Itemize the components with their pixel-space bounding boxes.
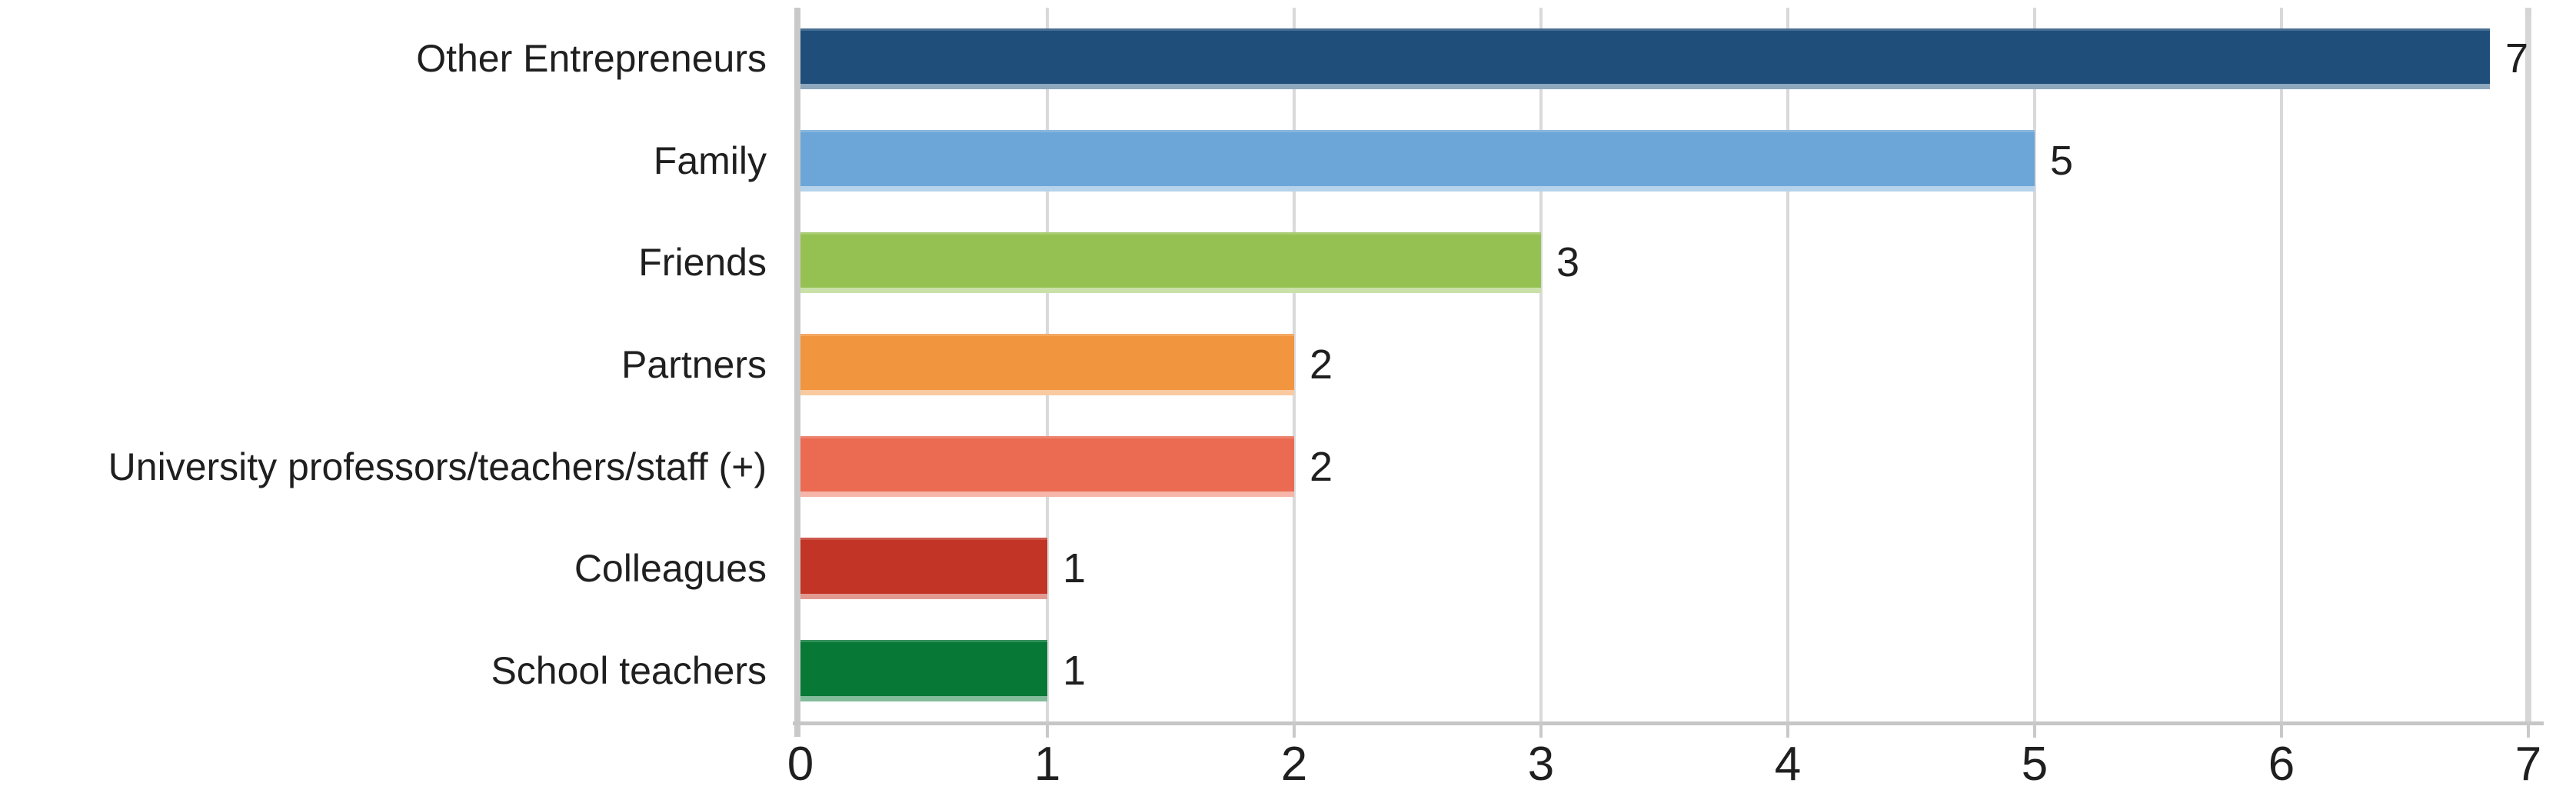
gridline [1786, 8, 1789, 721]
bar-other-entrepreneurs [800, 28, 2490, 90]
y-axis-line [794, 8, 800, 737]
x-axis-tick-label: 0 [787, 738, 814, 791]
bar-family [800, 130, 2035, 192]
bar-rows: 7 5 3 2 2 1 1 [800, 8, 2528, 721]
gridline [2033, 8, 2036, 721]
x-axis-tickmark [1046, 721, 1049, 738]
plot-area: 7 5 3 2 2 1 1 [800, 8, 2531, 721]
bar-row: 1 [800, 518, 2528, 620]
category-label: Family [653, 138, 767, 182]
category-label: University professors/teachers/staff (+) [108, 445, 767, 488]
gridline [2525, 8, 2531, 721]
bar-university-professors-teachers-staff [800, 435, 1294, 498]
category-label: Other Entrepreneurs [416, 37, 767, 81]
x-axis-tickmark [1539, 721, 1543, 738]
value-label: 2 [1310, 443, 1333, 490]
category-axis: Other Entrepreneurs Family Friends Partners… [0, 8, 800, 721]
bar-row: 3 [800, 212, 2528, 314]
x-axis-tick-label: 4 [1774, 738, 1802, 791]
category-label: School teachers [491, 648, 767, 692]
value-label: 7 [2504, 35, 2528, 82]
value-label: 1 [1063, 545, 1087, 592]
x-axis-tickmark [1786, 721, 1789, 738]
x-axis-tick-label: 7 [2514, 738, 2542, 791]
value-label: 3 [1556, 239, 1580, 286]
category-label: Friends [638, 241, 767, 285]
x-axis-tickmark [1293, 721, 1296, 738]
bar-school-teachers [800, 639, 1047, 701]
bar-row: 2 [800, 415, 2528, 518]
bar-row: 7 [800, 8, 2528, 110]
x-axis-tickmark [2280, 721, 2283, 738]
x-axis-tick-label: 3 [1527, 738, 1555, 791]
gridline [2280, 8, 2283, 721]
bar-row: 2 [800, 314, 2528, 416]
value-label: 1 [1063, 647, 1087, 694]
category-label: Partners [621, 343, 767, 387]
x-axis-tick-label: 1 [1033, 738, 1061, 791]
category-label: Colleagues [574, 547, 767, 591]
bar-row: 1 [800, 619, 2528, 721]
value-label: 2 [1310, 342, 1333, 388]
bar-friends [800, 232, 1541, 294]
x-axis-tick-label: 5 [2021, 738, 2048, 791]
x-axis-tickmark [2527, 721, 2530, 738]
gridline [1539, 8, 1543, 721]
bar-partners [800, 334, 1294, 395]
x-axis-tick-label: 6 [2268, 738, 2295, 791]
bar-colleagues [800, 538, 1047, 599]
bar-row: 5 [800, 110, 2528, 212]
x-axis-line [793, 721, 2544, 725]
value-label: 5 [2050, 137, 2074, 184]
x-axis-tickmark [2033, 721, 2036, 738]
x-axis-tick-label: 2 [1280, 738, 1308, 791]
